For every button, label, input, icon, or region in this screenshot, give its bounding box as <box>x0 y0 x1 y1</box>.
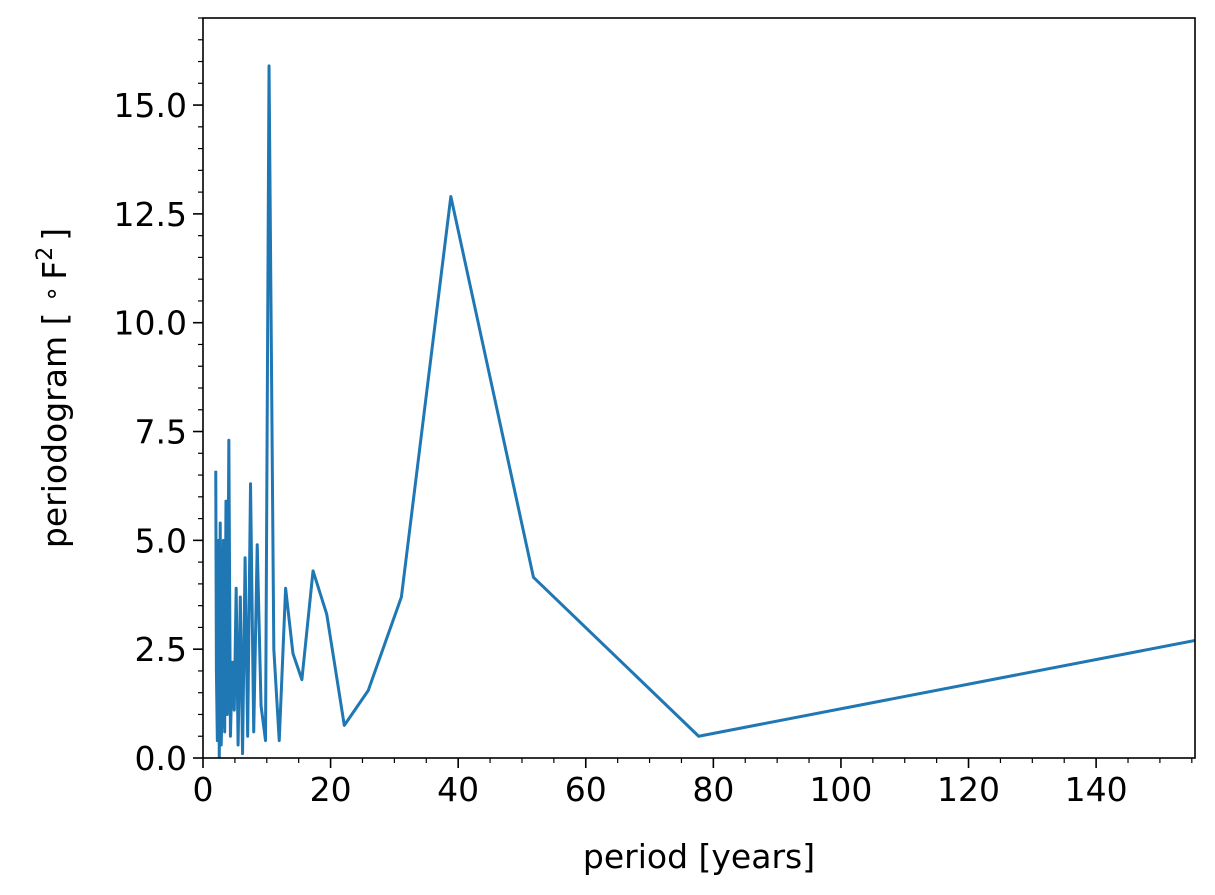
tick-labels: 0 20 40 60 80 100 120 140 0.0 2.5 5.0 7.5 10.0 12.5 15… <box>114 86 1128 809</box>
major-ticks <box>193 104 1097 768</box>
x-tick-label: 60 <box>565 770 607 809</box>
y-axis-label-close: ] <box>35 228 74 241</box>
x-tick-label: 120 <box>937 770 1000 809</box>
axes-frame <box>202 17 1196 759</box>
x-tick-label: 0 <box>193 770 214 809</box>
y-axis-label: periodogram [ ∘ F2] <box>33 228 74 548</box>
y-tick-label: 0.0 <box>135 739 187 778</box>
x-tick-label: 100 <box>809 770 872 809</box>
y-axis-label-text: periodogram [ <box>35 302 74 548</box>
x-tick-label: 20 <box>310 770 352 809</box>
x-tick-label: 140 <box>1065 770 1128 809</box>
y-axis-label-unit: F <box>35 261 74 280</box>
plot-area <box>214 64 1195 758</box>
x-axis-label: period [years] <box>583 837 815 876</box>
y-tick-label: 15.0 <box>114 86 187 125</box>
x-tick-label: 40 <box>437 770 479 809</box>
y-axis-label-exponent: 2 <box>33 247 58 261</box>
x-tick-label: 80 <box>692 770 734 809</box>
y-tick-label: 7.5 <box>135 413 187 452</box>
minor-ticks <box>198 17 1193 763</box>
y-axis-label-degree: ∘ <box>37 286 67 302</box>
y-tick-label: 5.0 <box>135 521 187 560</box>
y-tick-label: 2.5 <box>135 630 187 669</box>
series-line <box>214 64 1195 758</box>
y-tick-label: 12.5 <box>114 195 187 234</box>
y-tick-label: 10.0 <box>114 304 187 343</box>
